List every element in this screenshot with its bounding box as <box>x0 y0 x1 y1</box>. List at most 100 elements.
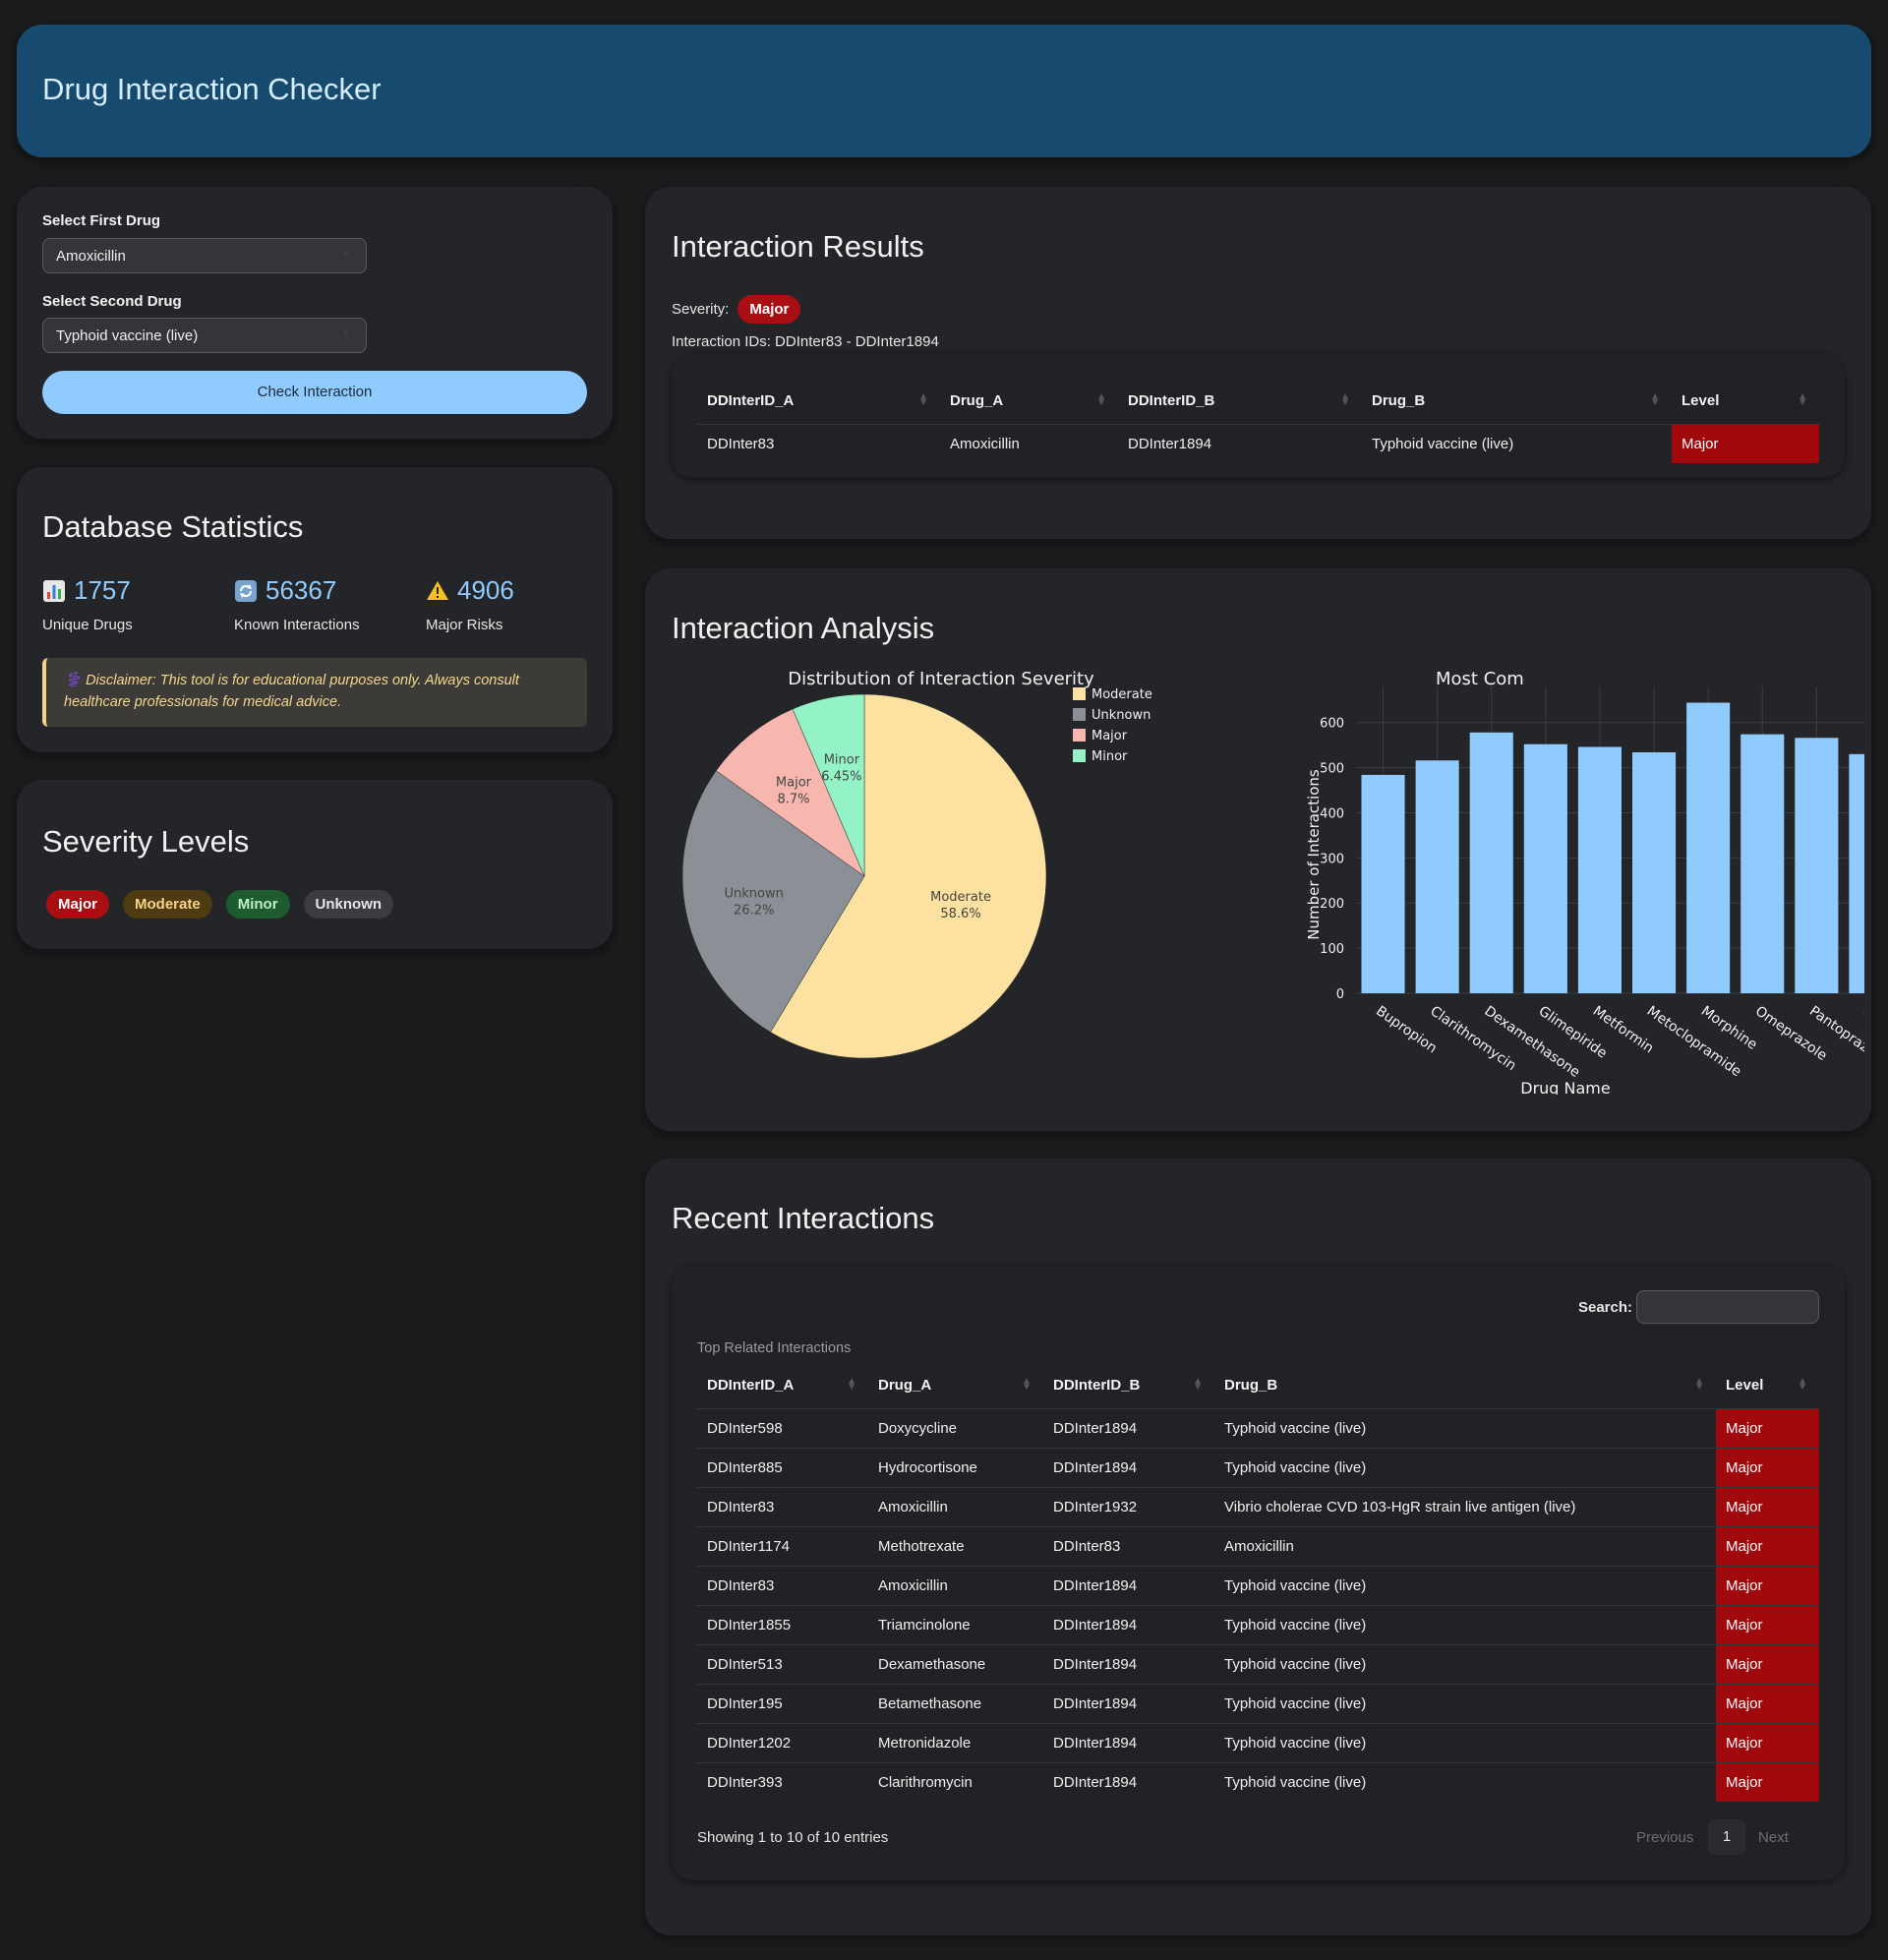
column-header[interactable]: DDInterID_A ▲ ▼ <box>707 1376 856 1395</box>
legend-swatch <box>1073 687 1086 700</box>
pie-slice-moderate[interactable] <box>770 693 1047 1059</box>
stat-major-risks: 4906 <box>426 575 514 606</box>
cell-drug-a: Dexamethasone <box>868 1643 1043 1684</box>
cell-id-b: DDInter1894 <box>1043 1604 1214 1644</box>
check-interaction-button[interactable]: Check Interaction <box>42 371 587 414</box>
interaction-ids: Interaction IDs: DDInter83 - DDInter1894 <box>672 333 939 350</box>
column-header[interactable]: DDInterID_A ▲ ▼ <box>707 391 928 410</box>
table-row: DDInter83 Amoxicillin DDInter1932 Vibrio ch… <box>697 1486 1819 1526</box>
bar-glimepiride[interactable] <box>1523 743 1567 993</box>
stat-label: Known Interactions <box>234 617 360 633</box>
column-header[interactable]: Drug_B ▲ ▼ <box>1372 391 1660 410</box>
table-row: DDInter1202 Metronidazole DDInter1894 Typho… <box>697 1722 1819 1762</box>
pie-slice-minor[interactable] <box>792 693 865 877</box>
column-header[interactable]: Drug_A ▲ ▼ <box>950 391 1106 410</box>
cell-drug-b: Vibrio cholerae CVD 103-HgR strain live … <box>1214 1486 1716 1526</box>
cell-level: Major <box>1716 1447 1819 1487</box>
bar-pantoprazole[interactable] <box>1795 738 1839 993</box>
legend-swatch <box>1073 729 1086 742</box>
bar-omeprazole[interactable] <box>1740 734 1785 993</box>
column-header[interactable]: DDInterID_B ▲ ▼ <box>1053 1376 1203 1395</box>
sort-icon: ▲ ▼ <box>918 391 928 408</box>
cell-drug-b: Typhoid vaccine (live) <box>1214 1447 1716 1487</box>
pie-slice-value: 6.45% <box>821 770 861 785</box>
bar-metformin[interactable] <box>1577 746 1622 993</box>
legend-swatch <box>1073 749 1086 762</box>
pie-slice-unknown[interactable] <box>681 770 865 1033</box>
stat-label: Unique Drugs <box>42 617 133 633</box>
badge-minor: Minor <box>225 890 290 919</box>
sort-icon: ▲ ▼ <box>1022 1376 1032 1393</box>
sort-icon: ▲ ▼ <box>1096 391 1106 408</box>
stats-title: Database Statistics <box>42 509 304 544</box>
column-header[interactable]: DDInterID_B ▲ ▼ <box>1128 391 1350 410</box>
column-header[interactable]: Drug_B ▲ ▼ <box>1224 1376 1704 1395</box>
warning-icon <box>426 579 449 603</box>
cell-drug-a: Doxycycline <box>868 1407 1043 1448</box>
sort-icon: ▲ ▼ <box>1340 391 1350 408</box>
bar-metoclopramide[interactable] <box>1632 751 1677 993</box>
severity-levels-card: Severity Levels Major Moderate Minor Unk… <box>17 780 613 949</box>
x-axis-label: Drug Name <box>1520 1079 1610 1095</box>
search-input[interactable] <box>1636 1290 1819 1324</box>
cell-id-a: DDInter1855 <box>697 1604 868 1644</box>
cell-drug-a: Clarithromycin <box>868 1761 1043 1802</box>
cell-id-a: DDInter1202 <box>697 1722 868 1762</box>
table-caption: Top Related Interactions <box>697 1340 852 1356</box>
severity-levels-title: Severity Levels <box>42 824 250 859</box>
stat-label: Major Risks <box>426 617 503 633</box>
pie-slice-major[interactable] <box>715 708 865 877</box>
severity-pie-chart: Distribution of Interaction Severity Mod… <box>681 669 1152 1059</box>
cell-id-a: DDInter513 <box>697 1643 868 1684</box>
interaction-results-card: Interaction Results Severity: Major Inte… <box>645 187 1871 539</box>
cell-drug-a: Triamcinolone <box>868 1604 1043 1644</box>
bar-clarithromycin[interactable] <box>1415 760 1459 993</box>
pie-slice-label: Minor <box>824 753 860 768</box>
column-header[interactable]: Level ▲ ▼ <box>1682 391 1807 410</box>
legend-item: Major <box>1092 729 1128 743</box>
cell-drug-a: Amoxicillin <box>868 1565 1043 1605</box>
table-row: DDInter1174 Methotrexate DDInter83 Amoxicil… <box>697 1525 1819 1566</box>
refresh-icon <box>234 579 258 603</box>
cell-level: Major <box>1716 1643 1819 1684</box>
next-page-button[interactable]: Next <box>1758 1829 1789 1846</box>
column-header[interactable]: Level ▲ ▼ <box>1726 1376 1807 1395</box>
legend-item: Minor <box>1092 749 1128 764</box>
sort-icon: ▲ ▼ <box>1798 391 1807 408</box>
previous-page-button[interactable]: Previous <box>1636 1829 1694 1846</box>
bar-morphine[interactable] <box>1686 702 1731 993</box>
severity-badges: Major Moderate Minor Unknown <box>46 890 394 919</box>
y-tick-label: 200 <box>1320 897 1344 912</box>
bar-chart-title: Most Com <box>1436 669 1524 689</box>
cell-level: Major <box>1716 1761 1819 1802</box>
bar-prednisone[interactable] <box>1849 753 1864 993</box>
database-statistics-card: Database Statistics 1757 Unique Drugs 56… <box>17 467 613 752</box>
table-row: DDInter598 Doxycycline DDInter1894 Typhoid … <box>697 1407 1819 1448</box>
results-title: Interaction Results <box>672 229 924 264</box>
cell-level: Major <box>1716 1604 1819 1644</box>
table-info: Showing 1 to 10 of 10 entries <box>697 1829 889 1846</box>
bar-dexamethasone[interactable] <box>1469 732 1513 993</box>
page-1-button[interactable]: 1 <box>1708 1819 1745 1855</box>
column-header[interactable]: Drug_A ▲ ▼ <box>878 1376 1032 1395</box>
second-drug-select[interactable]: Typhoid vaccine (live) ▼ <box>42 318 367 353</box>
pie-slice-value: 58.6% <box>940 907 980 921</box>
cell-drug-a: Amoxicillin <box>940 423 1118 463</box>
cell-drug-a: Metronidazole <box>868 1722 1043 1762</box>
y-tick-label: 400 <box>1320 806 1344 821</box>
cell-id-a: DDInter393 <box>697 1761 868 1802</box>
cell-drug-b: Typhoid vaccine (live) <box>1214 1643 1716 1684</box>
bar-bupropion[interactable] <box>1361 774 1405 993</box>
stat-known-interactions: 56367 <box>234 575 336 606</box>
interaction-analysis-card: Interaction Analysis Distribution of Int… <box>645 568 1871 1131</box>
first-drug-select[interactable]: Amoxicillin ▼ <box>42 238 367 273</box>
cell-id-a: DDInter1174 <box>697 1525 868 1566</box>
cell-level: Major <box>1716 1722 1819 1762</box>
table-row: DDInter83 Amoxicillin DDInter1894 Typhoi… <box>697 423 1819 463</box>
cell-level: Major <box>1716 1525 1819 1566</box>
table-row: DDInter393 Clarithromycin DDInter1894 Typho… <box>697 1761 1819 1802</box>
table-row: DDInter513 Dexamethasone DDInter1894 Typhoi… <box>697 1643 1819 1684</box>
severity-badge: Major <box>738 295 801 324</box>
cell-id-a: DDInter83 <box>697 1486 868 1526</box>
